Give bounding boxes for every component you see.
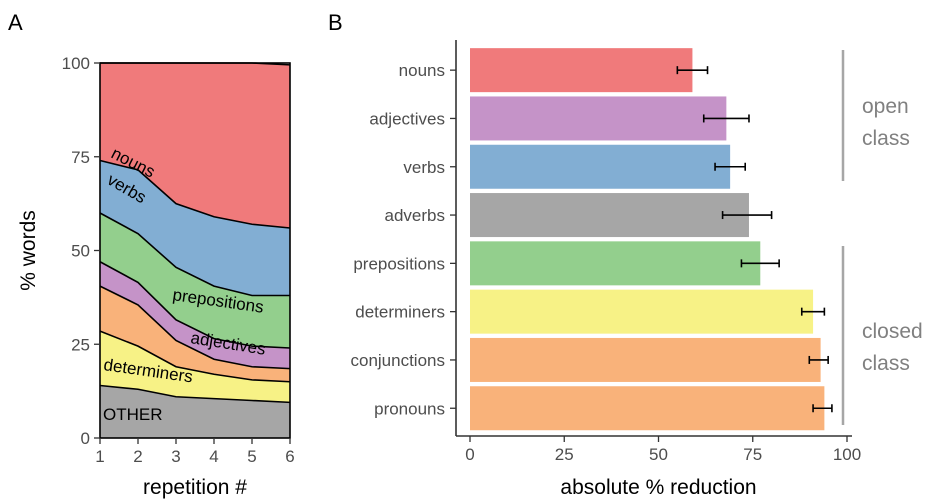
class-groups: open class closed class (841, 50, 923, 425)
y-tick-label: 75 (71, 148, 90, 167)
boundary-line-2 (99, 330, 291, 383)
bar-prepositions (470, 241, 761, 286)
x-tick-label: 50 (649, 445, 668, 464)
bar-verbs (470, 144, 731, 189)
category-label-conjunctions: conjunctions (350, 351, 445, 370)
category-label-verbs: verbs (403, 158, 445, 177)
area-other (100, 385, 290, 438)
panel-a-stacked-area-chart: 0 25 50 75 100 1 2 3 4 5 6 repetition # % words OTHE… (17, 54, 295, 499)
area-verbs (100, 160, 290, 296)
x-tick-label: 25 (555, 445, 574, 464)
panel-a-axes: 0 25 50 75 100 1 2 3 4 5 6 repetition # % words (17, 54, 295, 499)
bar-conjunctions (470, 337, 821, 382)
x-axis-title: repetition # (143, 476, 247, 499)
x-tick-label: 0 (465, 445, 474, 464)
area-label-other: OTHER (103, 405, 163, 424)
y-tick-label: 0 (81, 429, 90, 448)
boundary-line-6 (99, 159, 291, 229)
bar-nouns (470, 48, 693, 93)
bar-determiners (470, 289, 814, 334)
x-tick-label: 5 (247, 447, 256, 466)
category-label-adjectives: adjectives (369, 109, 445, 128)
category-label-adverbs: adverbs (385, 206, 445, 225)
x-tick-label: 6 (285, 447, 294, 466)
x-axis-title: absolute % reduction (560, 476, 756, 499)
y-tick-label: 25 (71, 335, 90, 354)
panel-b-axes: nouns adjectives verbs adverbs prepositions d… (350, 40, 861, 499)
boundary-line-5 (99, 212, 290, 297)
x-tick-label: 2 (133, 447, 142, 466)
panel-a-letter: A (8, 10, 23, 35)
group-label-open-2: class (862, 127, 910, 150)
panel-b-bar-chart: nouns adjectives verbs adverbs prepositions d… (350, 40, 923, 499)
x-tick-label: 1 (95, 447, 104, 466)
bar-pronouns (470, 386, 825, 431)
category-label-nouns: nouns (399, 61, 445, 80)
group-label-open-1: open (862, 95, 909, 118)
bars (470, 48, 825, 431)
y-tick-label: 100 (62, 54, 90, 73)
y-axis-title: % words (17, 210, 40, 291)
x-tick-label: 100 (833, 445, 861, 464)
category-label-pronouns: pronouns (374, 399, 445, 418)
panel-b-letter: B (328, 10, 343, 35)
group-label-closed-1: closed (862, 320, 923, 343)
y-tick-label: 50 (71, 242, 90, 261)
x-tick-label: 75 (743, 445, 762, 464)
category-label-prepositions: prepositions (353, 254, 445, 273)
error-bars (676, 66, 833, 413)
group-label-closed-2: class (862, 352, 910, 375)
area-layers (100, 63, 290, 438)
boundary-line-1 (99, 384, 291, 404)
area-determiners (100, 331, 290, 403)
x-tick-label: 4 (209, 447, 218, 466)
bar-adverbs (470, 193, 749, 238)
area-prepositions (100, 213, 290, 348)
bar-adjectives (470, 96, 727, 141)
x-tick-label: 3 (171, 447, 180, 466)
boundary-line-3 (99, 285, 291, 370)
area-nouns (100, 63, 290, 228)
boundary-line-4 (99, 261, 291, 349)
category-label-determiners: determiners (355, 303, 445, 322)
